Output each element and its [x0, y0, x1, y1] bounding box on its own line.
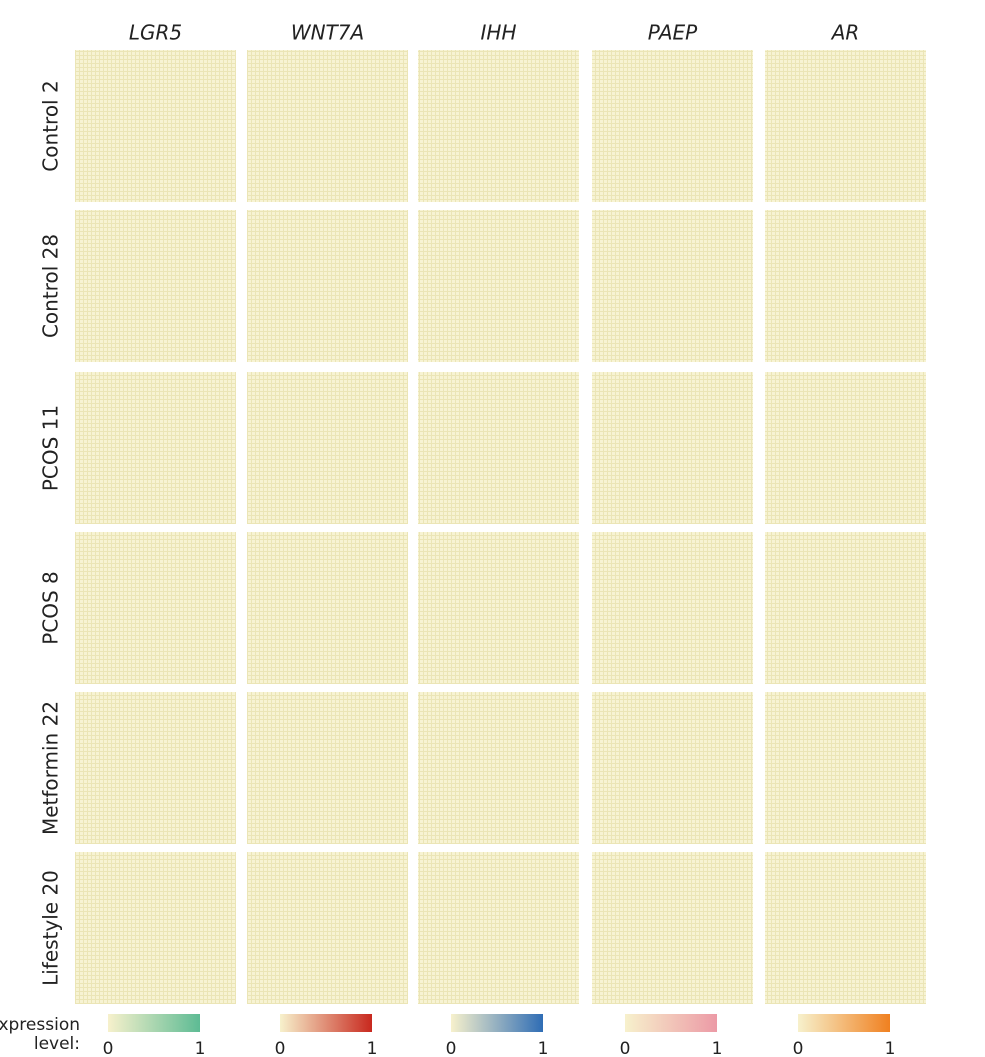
tissue-panel: [592, 50, 753, 202]
tissue-panel: [418, 372, 579, 524]
tissue-panel: [765, 372, 926, 524]
tissue-panel: [418, 692, 579, 844]
tissue-panel: [765, 852, 926, 1004]
sample-label: PCOS 11: [39, 405, 63, 491]
legend-max: 1: [885, 1039, 896, 1057]
sample-label: PCOS 8: [39, 571, 63, 645]
tissue-panel: [592, 692, 753, 844]
legend-min: 0: [275, 1039, 286, 1057]
tissue-panel: [247, 692, 408, 844]
tissue-panel: [592, 210, 753, 362]
tissue-panel: [418, 50, 579, 202]
legend-min: 0: [793, 1039, 804, 1057]
gene-title: WNT7A: [291, 21, 364, 45]
gene-title: AR: [830, 21, 860, 45]
legend-title: Expression: [0, 1015, 80, 1035]
legend-bar: [798, 1014, 890, 1032]
tissue-panel: [765, 692, 926, 844]
tissue-panel: [592, 372, 753, 524]
tissue-panel: [247, 852, 408, 1004]
gene-title: PAEP: [648, 21, 698, 45]
tissue-panel: [75, 210, 236, 362]
tissue-panel: [418, 210, 579, 362]
legend-min: 0: [446, 1039, 457, 1057]
tissue-panel: [247, 210, 408, 362]
tissue-panel: [418, 532, 579, 684]
tissue-panel: [247, 372, 408, 524]
sample-label: Lifestyle 20: [39, 870, 63, 986]
tissue-panel: [75, 50, 236, 202]
tissue-panel: [75, 852, 236, 1004]
sample-label: Control 28: [39, 234, 63, 338]
tissue-panel: [592, 532, 753, 684]
legend-max: 1: [367, 1039, 378, 1057]
tissue-panel: [765, 532, 926, 684]
legend-bar: [108, 1014, 200, 1032]
legend-min: 0: [620, 1039, 631, 1057]
sample-label: Control 2: [39, 80, 63, 171]
tissue-panel: [75, 692, 236, 844]
tissue-panel: [418, 852, 579, 1004]
tissue-panel: [247, 50, 408, 202]
tissue-panel: [765, 210, 926, 362]
gene-title: LGR5: [129, 21, 182, 45]
sample-label: Metformin 22: [39, 701, 63, 835]
tissue-panel: [75, 372, 236, 524]
legend-max: 1: [712, 1039, 723, 1057]
tissue-panel: [247, 532, 408, 684]
legend-bar: [625, 1014, 717, 1032]
legend-max: 1: [538, 1039, 549, 1057]
tissue-panel: [75, 532, 236, 684]
legend-title: level:: [34, 1034, 80, 1054]
tissue-panel: [592, 852, 753, 1004]
tissue-panel: [765, 50, 926, 202]
legend-bar: [280, 1014, 372, 1032]
legend-min: 0: [103, 1039, 114, 1057]
legend-max: 1: [195, 1039, 206, 1057]
legend-bar: [451, 1014, 543, 1032]
gene-title: IHH: [481, 21, 517, 45]
